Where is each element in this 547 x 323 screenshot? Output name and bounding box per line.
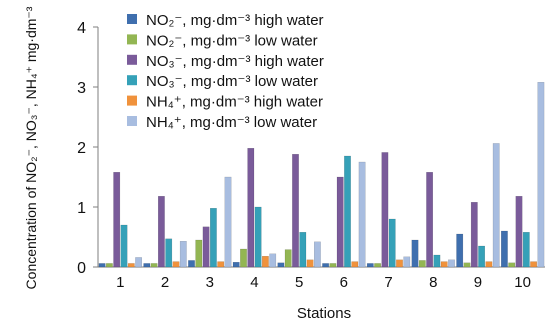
x-tick-label: 5: [295, 274, 303, 291]
bar-series-5-station-3: [217, 261, 225, 268]
bar-series-3-station-7: [381, 152, 389, 268]
bar-series-1-station-6: [322, 263, 329, 268]
bar-series-2-station-1: [105, 263, 113, 268]
bar-series-3-station-1: [113, 171, 121, 268]
bar-series-4-station-4: [254, 206, 262, 268]
x-axis-title: Stations: [297, 305, 351, 322]
bar-series-6-station-6: [358, 161, 366, 268]
legend-label: NO₂⁻, mg·dm⁻³ high water: [146, 12, 324, 29]
bar-series-1-station-4: [232, 262, 240, 268]
legend-swatch: [127, 116, 137, 126]
bar-series-6-station-2: [179, 240, 187, 268]
bar-series-2-station-5: [284, 249, 292, 268]
bar-series-5-station-1: [127, 263, 135, 268]
bar-series-3-station-4: [247, 147, 255, 268]
bar-series-6-station-3: [224, 176, 232, 268]
bar-series-1-station-1: [98, 263, 106, 268]
bar-series-3-station-9: [470, 201, 478, 268]
bar-series-2-station-9: [463, 262, 471, 268]
bar-series-1-station-2: [143, 263, 151, 268]
x-tick-label: 6: [340, 274, 348, 291]
bar-series-2-station-6: [329, 263, 337, 268]
bar-series-3-station-5: [292, 153, 299, 268]
legend: NO₂⁻, mg·dm⁻³ high water NO₂⁻, mg·dm⁻³ lo…: [127, 12, 324, 131]
bar-series-6-station-5: [314, 241, 321, 268]
bar-series-1-station-7: [366, 263, 374, 268]
legend-swatch: [127, 54, 137, 65]
bar-series-5-station-7: [396, 259, 403, 268]
x-tick-label: 2: [161, 274, 169, 291]
bar-series-2-station-8: [418, 260, 426, 268]
y-tick-label: 4: [77, 20, 86, 37]
legend-label: NO₃⁻, mg·dm⁻³ high water: [146, 53, 324, 70]
bar-series-4-station-9: [478, 245, 485, 268]
x-axis: 1 2 3 4 5 6 7 8 9 10: [98, 266, 545, 291]
legend-swatch: [127, 95, 137, 106]
bar-series-4-station-2: [165, 238, 173, 268]
bar-series-5-station-5: [306, 259, 314, 268]
x-tick-label: 1: [116, 274, 124, 291]
bar-series-3-station-8: [426, 171, 433, 268]
bar-series-6-station-1: [135, 257, 142, 268]
bar-series-6-station-8: [448, 259, 455, 268]
bar-series-5-station-8: [440, 261, 448, 268]
bar-series-4-station-10: [522, 231, 530, 268]
bar-series-1-station-9: [456, 233, 464, 268]
x-tick-label: 7: [384, 274, 392, 291]
legend-label: NO₂⁻, mg·dm⁻³ low water: [146, 32, 318, 49]
legend-swatch: [127, 34, 137, 45]
y-axis: 0 1 2 3 4: [77, 20, 99, 277]
bar-series-6-station-10: [537, 81, 545, 268]
bar-series-5-station-10: [530, 261, 538, 268]
bar-series-4-station-8: [433, 254, 441, 268]
y-tick-label: 1: [77, 200, 86, 217]
bar-series-6-station-9: [492, 143, 500, 268]
x-tick-label: 10: [514, 274, 531, 291]
bar-series-1-station-8: [411, 239, 419, 268]
bar-series-2-station-10: [508, 262, 516, 268]
legend-label: NO₃⁻, mg·dm⁻³ low water: [146, 73, 318, 90]
legend-label: NH₄⁺, mg·dm⁻³ low water: [146, 114, 317, 131]
bar-series-5-station-4: [262, 256, 269, 268]
bar-series-4-station-5: [299, 231, 307, 268]
bar-series-5-station-9: [485, 261, 493, 268]
bar-series-4-station-7: [388, 218, 396, 268]
y-tick-label: 3: [77, 80, 86, 97]
bar-series-3-station-10: [515, 195, 523, 268]
bar-series-6-station-7: [403, 256, 411, 268]
x-tick-label: 4: [250, 274, 258, 291]
bar-series-2-station-4: [240, 248, 247, 268]
legend-label: NH₄⁺, mg·dm⁻³ high water: [146, 94, 323, 111]
bar-series-2-station-7: [374, 263, 381, 268]
y-tick-label: 0: [77, 260, 86, 277]
bar-series-1-station-3: [188, 260, 195, 268]
x-tick-label: 3: [206, 274, 214, 291]
y-tick-label: 2: [77, 140, 86, 157]
bar-series-1-station-5: [277, 262, 285, 268]
bar-series-6-station-4: [269, 253, 277, 268]
x-tick-label: 8: [429, 274, 437, 291]
bar-series-2-station-3: [195, 239, 203, 268]
bar-series-2-station-2: [150, 263, 158, 268]
bar-series-1-station-10: [501, 230, 508, 268]
bar-series-5-station-6: [351, 261, 359, 268]
y-axis-title: Concentration of NO₂⁻, NO₃⁻, NH₄⁺ mg·dm⁻…: [23, 6, 39, 289]
bar-series-4-station-6: [344, 155, 351, 268]
legend-swatch: [127, 14, 137, 24]
bar-series-4-station-1: [120, 224, 128, 268]
bar-series-4-station-3: [209, 207, 217, 268]
legend-swatch: [127, 75, 137, 86]
bar-series-3-station-6: [336, 176, 344, 268]
bar-series-5-station-2: [172, 261, 180, 268]
x-tick-label: 9: [474, 274, 482, 291]
bar-series-3-station-2: [157, 195, 165, 268]
bars: [98, 81, 545, 268]
bar-series-3-station-3: [202, 226, 210, 268]
